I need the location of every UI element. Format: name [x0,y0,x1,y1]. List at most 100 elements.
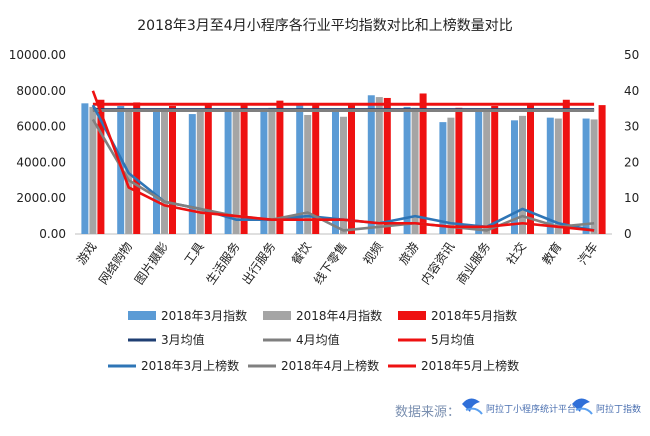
bar-5-month [276,100,284,235]
bar-5-month [204,105,212,235]
legend-label: 2018年5月指数 [431,308,517,323]
legend-label: 2018年4月上榜数 [281,358,379,373]
legend-swatch [128,311,156,320]
left-tick-label: 4000.00 [16,155,66,169]
count-lines-layer [91,90,595,232]
average-lines-layer [92,102,595,112]
category-label: 出行服务 [239,239,279,287]
bar-3-month [403,106,411,234]
legend-label: 3月均值 [161,332,205,347]
bar-4-month [89,106,97,234]
legend-swatch [263,311,291,320]
bar-4-month [411,107,419,234]
left-tick-label: 6000.00 [16,120,66,134]
bar-3-month [546,117,554,234]
bar-4-month [483,111,491,234]
legend-label: 5月均值 [431,332,475,347]
bar-4-month [375,97,383,234]
bar-5-month [598,105,606,235]
category-label: 商业服务 [453,239,493,287]
bar-3-month [117,106,125,234]
legend-label: 2018年5月上榜数 [421,358,519,373]
bar-3-month [475,109,483,234]
bars-layer [81,93,606,235]
bar-4-month [161,111,168,234]
bar-3-month [260,110,268,234]
category-label: 生活服务 [203,239,243,287]
bar-4-month [554,118,562,234]
right-tick-label: 20 [624,155,639,169]
bar-5-month [491,106,499,234]
right-tick-label: 50 [624,48,639,62]
aladdin-index-logo-icon [572,398,593,415]
legend-swatch [398,311,426,320]
bar-5-month [348,104,355,234]
bar-4-month [340,116,347,234]
left-tick-label: 0.00 [39,227,66,241]
category-label: 线下零售 [310,239,350,287]
legend-label: 2018年3月上榜数 [141,358,239,373]
bar-4-month [590,119,598,234]
left-tick-label: 10000.00 [9,48,66,62]
left-tick-label: 8000.00 [16,84,66,98]
aladdin-logo-icon [462,398,483,415]
bar-5-month [97,99,105,234]
bar-3-month [81,103,89,234]
right-axis: 0 10 20 30 40 50 [624,48,639,241]
bar-4-month [447,117,455,234]
legend-label: 2018年4月指数 [296,308,382,323]
category-label: 旅游 [396,240,421,268]
logo-text-aladdin-index: 阿拉丁指数 [596,403,641,415]
bar-4-month [304,114,312,234]
bar-4-month [196,110,204,234]
bar-5-month [527,103,534,234]
left-tick-label: 2000.00 [16,191,66,205]
bar-3-month [332,110,339,234]
legend: 2018年3月指数 2018年4月指数 2018年5月指数 3月均值 4月均值 5月均值 2… [108,308,519,373]
source-footer: 数据来源： 阿拉丁小程序统计平台 阿拉丁指数 [395,398,641,420]
bar-3-month [296,105,304,235]
category-label: 工具 [182,240,207,268]
bar-5-month [419,93,427,234]
bar-3-month [188,114,196,234]
bar-5-month [383,97,391,235]
category-label: 视频 [360,239,386,267]
category-label: 餐饮 [288,239,314,267]
bar-3-month [439,122,447,234]
left-axis: 0.00 2000.00 4000.00 6000.00 8000.00 10000.00 [9,48,66,241]
bar-3-month [224,109,232,234]
ranking-count-line [91,118,595,232]
bar-5-month [240,105,248,235]
category-label: 社交 [503,239,529,267]
category-label: 游戏 [74,240,99,268]
bar-5-month [312,105,320,235]
bar-4-month [519,115,526,234]
bar-4-month [268,107,276,234]
bar-5-month [133,102,141,234]
legend-label: 2018年3月指数 [161,308,247,323]
bar-3-month [582,118,590,234]
bar-5-month [455,107,463,234]
category-label: 网络购物 [95,239,135,287]
bar-3-month [153,108,160,234]
logo-text-statistics-platform: 阿拉丁小程序统计平台 [486,403,576,415]
bar-3-month [367,95,375,235]
ranking-count-line [91,90,595,232]
category-label: 汽车 [574,239,600,267]
right-tick-label: 30 [624,120,639,134]
legend-label: 4月均值 [296,332,340,347]
right-tick-label: 40 [624,84,639,98]
bar-4-month [232,109,240,234]
category-label: 图片摄影 [131,239,171,287]
category-label: 内容资讯 [418,239,458,287]
chart-title: 2018年3月至4月小程序各行业平均指数对比和上榜数量对比 [137,17,512,34]
source-label: 数据来源： [395,405,460,420]
bar-5-month [562,99,570,234]
bar-5-month [169,106,176,234]
right-tick-label: 10 [624,191,639,205]
right-tick-label: 0 [624,227,632,241]
bar-3-month [511,120,518,234]
category-label: 教育 [539,239,565,267]
